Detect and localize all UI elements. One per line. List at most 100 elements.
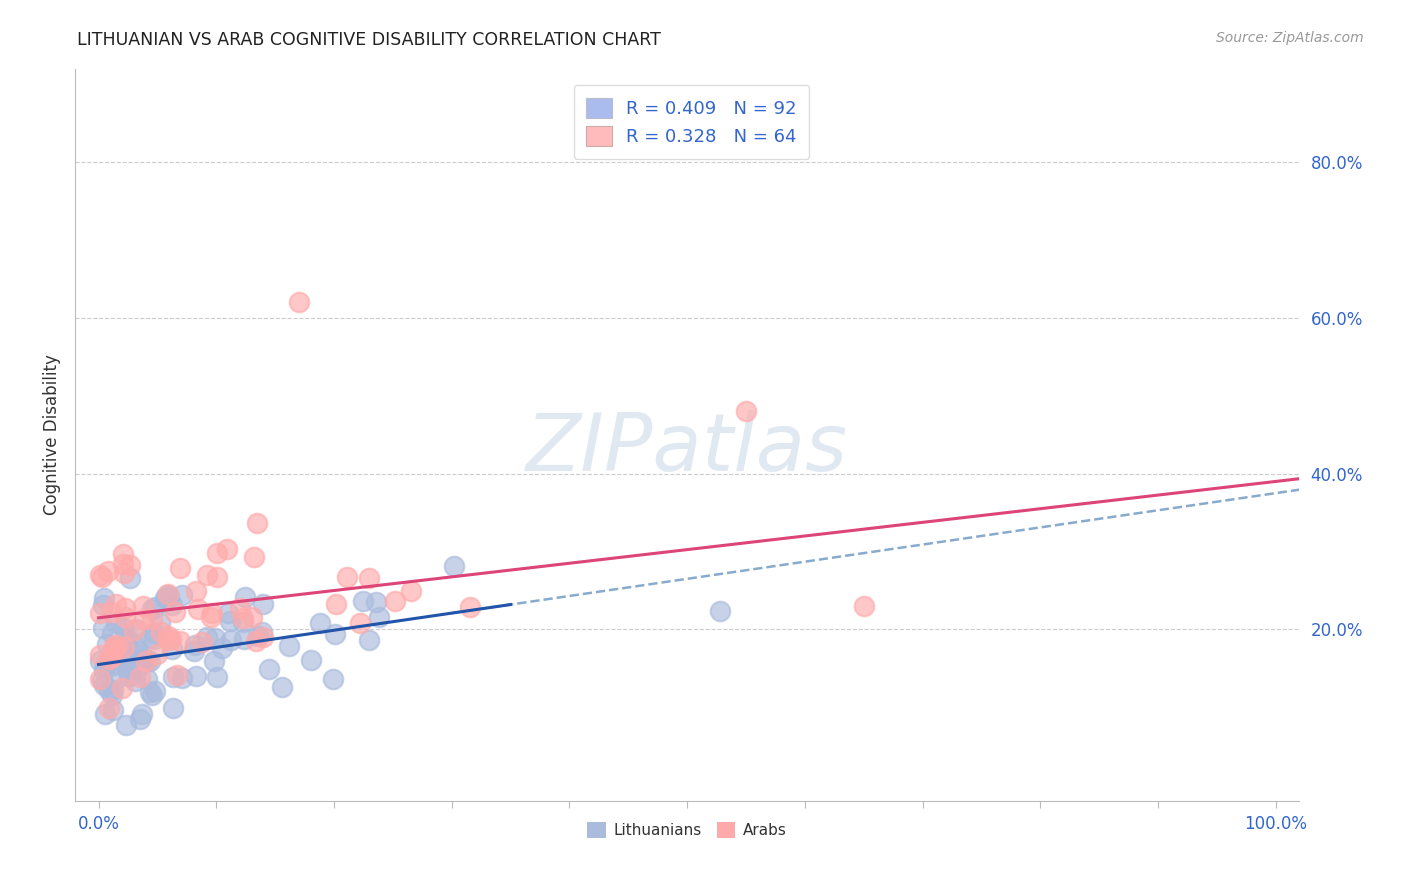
Point [349,615,371,630]
Text: LITHUANIAN VS ARAB COGNITIVE DISABILITY CORRELATION CHART: LITHUANIAN VS ARAB COGNITIVE DISABILITY … [77,31,661,49]
Point [166,668,188,682]
Point [93,678,115,692]
Point [217,606,239,620]
Text: ZIPatlas: ZIPatlas [526,410,848,488]
Point [172,672,194,686]
Point [233,632,256,647]
Point [156,629,179,643]
Point [96,637,118,651]
Text: Source: ZipAtlas.com: Source: ZipAtlas.com [1216,31,1364,45]
Point [98,700,121,714]
Point [458,599,481,614]
Point [94,706,117,721]
Point [103,641,125,656]
Point [308,615,330,630]
Point [89,654,111,668]
Point [139,685,162,699]
Point [120,659,142,673]
Point [112,566,135,580]
Point [252,630,274,644]
Point [111,645,134,659]
Point [218,614,240,628]
Point [160,642,183,657]
Point [250,624,273,639]
Point [141,612,163,626]
Point [195,567,218,582]
Point [115,717,138,731]
Point [443,558,465,573]
Point [325,627,347,641]
Point [245,633,267,648]
Point [139,631,162,645]
Point [117,669,139,683]
Point [94,659,117,673]
Point [141,602,163,616]
Point [132,612,155,626]
Point [247,629,270,643]
Point [232,610,254,624]
Point [91,598,114,612]
Point [205,570,228,584]
Point [142,632,165,646]
Point [91,673,114,688]
Point [125,643,148,657]
Point [122,637,145,651]
Point [125,623,148,637]
Point [101,649,124,664]
Point [156,632,179,647]
Point [112,621,135,635]
Point [278,639,301,653]
Point [204,631,226,645]
Point [129,670,152,684]
Point [131,706,153,721]
Point [735,404,758,418]
Point [252,597,274,611]
Point [364,595,387,609]
Point [98,683,121,698]
Point [207,546,229,560]
Point [184,638,207,652]
Y-axis label: Cognitive Disability: Cognitive Disability [44,354,60,516]
Point [257,662,280,676]
Point [322,673,344,687]
Point [205,669,228,683]
Point [93,591,115,606]
Point [118,571,141,585]
Point [136,654,159,668]
Point [169,560,191,574]
Point [112,557,135,571]
Point [111,681,134,696]
Point [172,588,194,602]
Point [242,550,264,565]
Point [105,638,128,652]
Point [709,604,731,618]
Point [229,600,252,615]
Point [219,633,242,648]
Point [401,584,423,599]
Point [112,640,135,654]
Legend: Lithuanians, Arabs: Lithuanians, Arabs [581,816,793,845]
Point [150,625,173,640]
Point [184,669,207,683]
Point [201,606,224,620]
Point [384,593,406,607]
Point [200,610,222,624]
Point [135,672,157,686]
Point [89,607,111,621]
Point [245,516,267,530]
Point [163,606,186,620]
Point [141,689,163,703]
Point [135,654,157,668]
Point [128,712,150,726]
Point [162,701,184,715]
Point [98,649,121,664]
Point [101,683,124,698]
Point [232,615,254,630]
Point [134,651,156,665]
Point [122,624,145,638]
Point [89,567,111,582]
Point [104,615,127,630]
Point [187,602,209,616]
Point [367,609,389,624]
Point [145,683,167,698]
